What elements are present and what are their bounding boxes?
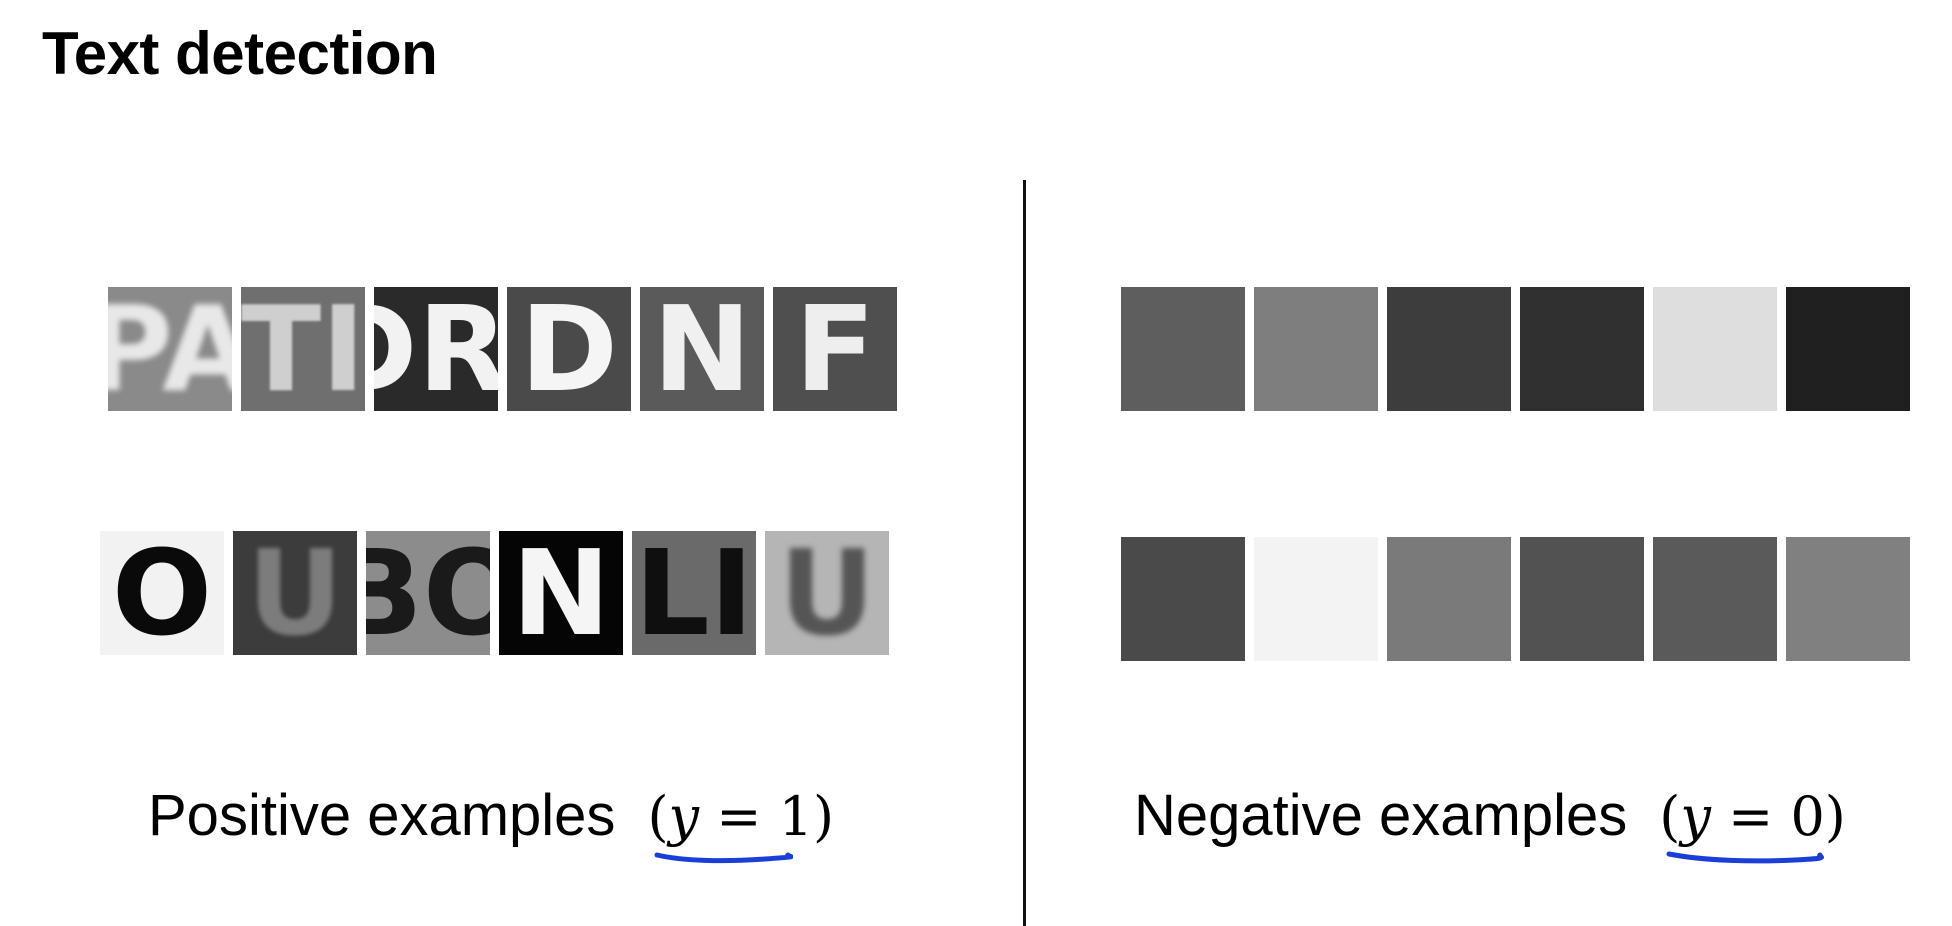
negative-tiles-row-1 [1121, 287, 1919, 411]
text-patch-image: D [507, 287, 631, 411]
patch-glyph: LI [634, 531, 754, 655]
patch-glyph: BO [366, 531, 490, 655]
positive-tiles-row-1: PATIDRIDNF [108, 287, 906, 411]
background-patch-image [1387, 537, 1511, 661]
text-patch-image: LI [632, 531, 756, 655]
background-patch-image [1121, 287, 1245, 411]
patch-glyph: DRI [374, 287, 498, 411]
background-patch-image [1786, 537, 1910, 661]
background-patch-image [1387, 287, 1511, 411]
background-patch-image [1254, 287, 1378, 411]
background-patch-image [1786, 287, 1910, 411]
math-variable: y [668, 785, 700, 848]
negative-math: (y = 0) [1659, 785, 1846, 864]
negative-tiles-row-2 [1121, 537, 1919, 661]
positive-math: (y = 1) [647, 785, 835, 864]
text-patch-image: BO [366, 531, 490, 655]
patch-glyph: PA [108, 287, 232, 411]
patch-glyph: U [779, 531, 875, 655]
background-patch-image [1520, 287, 1644, 411]
positive-tiles-row-2: O U BO N LI U [100, 531, 898, 655]
handwritten-underline-icon [654, 852, 794, 864]
text-patch-image: N [640, 287, 764, 411]
text-patch-image: U [765, 531, 889, 655]
math-open-paren: ( [647, 785, 669, 848]
positive-caption: Positive examples (y = 1) [148, 782, 835, 864]
math-close-paren: ) [1824, 785, 1846, 848]
text-patch-image: DRI [374, 287, 498, 411]
patch-glyph: TI [241, 287, 365, 411]
math-value: 1 [778, 785, 813, 848]
patch-glyph: F [794, 287, 876, 411]
math-variable: y [1680, 785, 1711, 848]
patch-glyph: N [652, 287, 752, 411]
text-patch-image: F [773, 287, 897, 411]
text-patch-image: TI [241, 287, 365, 411]
text-patch-image: O [100, 531, 224, 655]
math-value: 0 [1790, 785, 1825, 848]
patch-glyph: U [247, 531, 343, 655]
section-divider [1023, 180, 1026, 926]
text-patch-image: N [499, 531, 623, 655]
text-patch-image: U [233, 531, 357, 655]
background-patch-image [1121, 537, 1245, 661]
math-close-paren: ) [812, 785, 835, 848]
background-patch-image [1254, 537, 1378, 661]
background-patch-image [1520, 537, 1644, 661]
positive-label: Positive examples [148, 783, 616, 848]
negative-label: Negative examples [1134, 783, 1628, 848]
handwritten-underline-icon [1666, 851, 1825, 864]
negative-caption: Negative examples (y = 0) [1134, 782, 1846, 864]
math-equals: = [1710, 785, 1791, 848]
patch-glyph: N [511, 531, 611, 655]
math-equals: = [699, 785, 779, 848]
patch-glyph: O [111, 531, 213, 655]
text-patch-image: PA [108, 287, 232, 411]
slide-title: Text detection [42, 20, 438, 87]
math-open-paren: ( [1659, 785, 1681, 848]
background-patch-image [1653, 537, 1777, 661]
background-patch-image [1653, 287, 1777, 411]
patch-glyph: D [520, 287, 618, 411]
